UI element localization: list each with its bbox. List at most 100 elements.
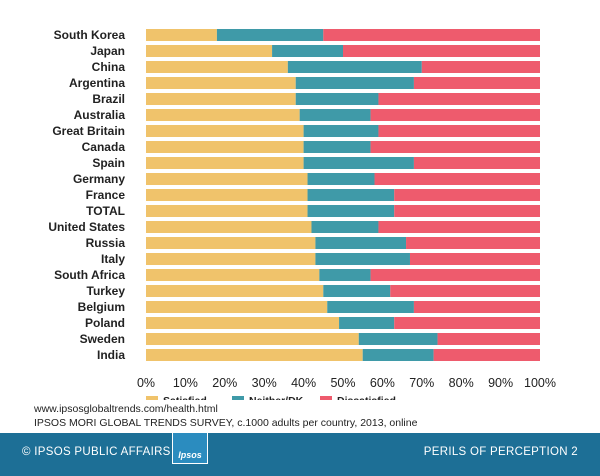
bar-satisfied-segment [146,285,324,297]
legend-label: Satisfied [163,395,207,400]
bar-neither-dk-segment [303,125,379,137]
category-label: Russia [86,236,126,250]
category-label: Brazil [92,92,125,106]
footer-copyright: © IPSOS PUBLIC AFFAIRS [22,446,171,458]
bar-satisfied-segment [146,301,328,313]
bar-satisfied-segment [146,253,316,265]
source-note: IPSOS MORI GLOBAL TRENDS SURVEY, c.1000 … [34,417,418,429]
ipsos-logo: Ipsos [172,433,208,464]
bar-dissatisfied-segment [413,301,540,313]
bar-neither-dk-segment [287,61,422,73]
x-tick-label: 90% [488,376,513,390]
category-label: Argentina [69,76,125,90]
bar-dissatisfied-segment [394,317,540,329]
bar-neither-dk-segment [358,333,438,345]
category-label: United States [48,220,125,234]
x-tick-label: 60% [370,376,395,390]
bar-neither-dk-segment [295,77,414,89]
bar-dissatisfied-segment [421,61,540,73]
source-url[interactable]: www.ipsosglobaltrends.com/health.html [34,403,218,415]
footer-title: PERILS OF PERCEPTION 2 [423,446,578,458]
category-label: Australia [74,108,126,122]
bar-neither-dk-segment [299,109,371,121]
bar-satisfied-segment [146,157,304,169]
category-label: India [97,348,125,362]
bar-dissatisfied-segment [409,253,540,265]
category-label: Sweden [80,332,125,346]
x-tick-label: 20% [212,376,237,390]
x-tick-label: 100% [524,376,556,390]
x-tick-label: 40% [291,376,316,390]
bar-dissatisfied-segment [374,173,540,185]
bar-satisfied-segment [146,93,296,105]
bar-dissatisfied-segment [378,93,540,105]
category-label: Poland [85,316,125,330]
category-label: France [86,188,126,202]
logo-text: Ipsos [178,450,202,460]
bar-dissatisfied-segment [394,189,540,201]
bar-dissatisfied-segment [394,205,540,217]
bar-dissatisfied-segment [323,29,540,41]
bar-satisfied-segment [146,29,217,41]
bar-neither-dk-segment [303,157,414,169]
category-label: Spain [92,156,125,170]
bar-dissatisfied-segment [370,269,540,281]
category-label: Germany [73,172,125,186]
bar-dissatisfied-segment [433,349,540,361]
legend-label: Dissatisfied [337,395,396,400]
bar-dissatisfied-segment [390,285,540,297]
bar-satisfied-segment [146,349,363,361]
bar-neither-dk-segment [295,93,379,105]
category-label: Japan [90,44,125,58]
x-tick-label: 80% [449,376,474,390]
bar-dissatisfied-segment [370,109,540,121]
bar-satisfied-segment [146,221,312,233]
bar-satisfied-segment [146,205,308,217]
category-label: Turkey [87,284,126,298]
bar-satisfied-segment [146,45,273,57]
legend-label: Neither/DK [249,395,304,400]
bar-neither-dk-segment [216,29,324,41]
category-label: Great Britain [52,124,125,138]
bar-dissatisfied-segment [413,157,540,169]
bar-satisfied-segment [146,141,304,153]
bar-neither-dk-segment [272,45,343,57]
bar-satisfied-segment [146,189,308,201]
category-label: Canada [82,140,126,154]
bar-satisfied-segment [146,109,300,121]
bar-satisfied-segment [146,61,288,73]
bar-satisfied-segment [146,317,340,329]
bar-neither-dk-segment [307,189,395,201]
bar-neither-dk-segment [307,173,375,185]
bar-neither-dk-segment [319,269,371,281]
category-label: South Korea [54,28,126,42]
bar-satisfied-segment [146,269,320,281]
bar-neither-dk-segment [303,141,371,153]
bar-dissatisfied-segment [437,333,540,345]
x-tick-label: 70% [409,376,434,390]
bar-dissatisfied-segment [406,237,540,249]
stacked-bar-chart: South Korea Japan China Argentina Brazil Aust… [48,28,556,400]
x-tick-label: 10% [173,376,198,390]
bar-neither-dk-segment [315,253,410,265]
bar-satisfied-segment [146,125,304,137]
bar-dissatisfied-segment [378,125,540,137]
category-label: Belgium [78,300,125,314]
bar-dissatisfied-segment [378,221,540,233]
bar-neither-dk-segment [339,317,395,329]
bar-satisfied-segment [146,237,316,249]
bar-neither-dk-segment [323,285,391,297]
category-label: TOTAL [86,204,125,218]
bar-neither-dk-segment [327,301,414,313]
legend-swatch [146,396,158,400]
bar-neither-dk-segment [307,205,395,217]
category-label: Italy [101,252,125,266]
bar-dissatisfied-segment [413,77,540,89]
category-label: China [92,60,126,74]
bar-neither-dk-segment [315,237,407,249]
bar-dissatisfied-segment [343,45,540,57]
bar-satisfied-segment [146,333,359,345]
bar-dissatisfied-segment [370,141,540,153]
x-tick-label: 0% [137,376,155,390]
bar-neither-dk-segment [311,221,379,233]
